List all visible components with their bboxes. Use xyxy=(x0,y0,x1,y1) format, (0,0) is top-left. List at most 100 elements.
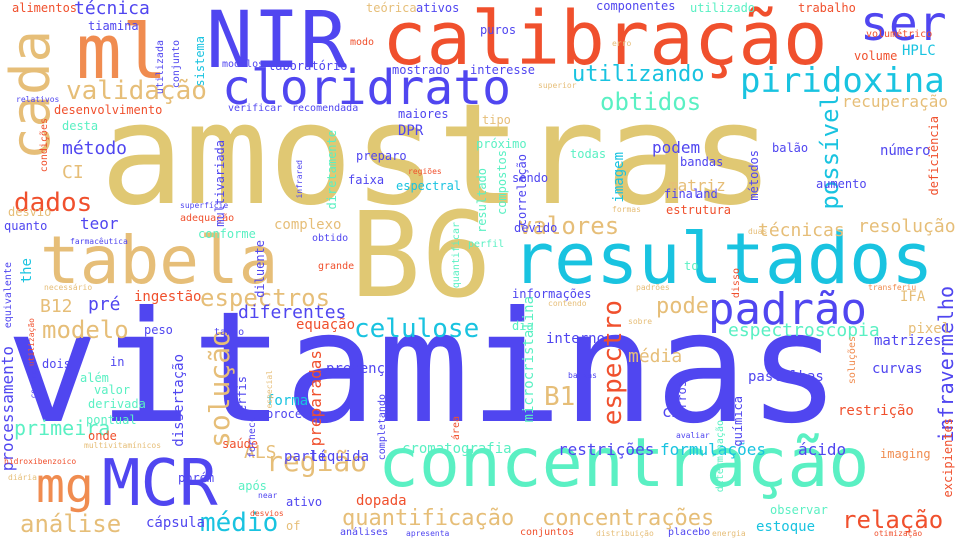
word: completando xyxy=(377,394,388,461)
word: peso xyxy=(144,323,173,337)
word: resolução xyxy=(858,216,956,237)
word: cloridrato xyxy=(222,60,511,116)
word: quantificar xyxy=(451,222,462,289)
word: saúde xyxy=(222,437,259,451)
word: erro xyxy=(612,39,632,48)
word: sendo xyxy=(512,171,549,185)
word: deficiência xyxy=(927,116,941,196)
word: primeira xyxy=(14,416,111,440)
word: formas xyxy=(612,205,641,214)
word: the xyxy=(19,258,35,284)
word: desta xyxy=(62,119,99,133)
word: região xyxy=(266,445,368,478)
word: trabalho xyxy=(798,1,856,15)
word: possível xyxy=(816,94,844,210)
word: condições xyxy=(39,118,50,173)
word: conjuntos xyxy=(520,527,575,538)
word: avaliar xyxy=(676,431,710,440)
word: of xyxy=(286,519,301,533)
word: líquida xyxy=(310,449,370,465)
word: onde xyxy=(88,429,117,443)
word: infrared xyxy=(295,160,304,199)
word: pode xyxy=(656,294,709,319)
word: todas xyxy=(570,147,607,161)
word: restrições xyxy=(558,440,655,459)
word: técnicas xyxy=(758,220,845,241)
word: CI xyxy=(62,162,84,183)
word: solução xyxy=(203,330,236,449)
word: espectroscopia xyxy=(728,320,880,341)
word: cromatografia xyxy=(402,441,512,457)
word: relativos xyxy=(16,95,60,104)
word: adequação xyxy=(180,213,235,224)
word: processo xyxy=(266,407,324,421)
word: ingestão xyxy=(134,289,202,305)
word: B1 xyxy=(544,382,576,412)
word: ativo xyxy=(286,495,323,509)
word: tanto xyxy=(214,327,245,338)
word: excipientes xyxy=(941,418,955,498)
word: correlação xyxy=(515,154,529,227)
word: próximo xyxy=(476,137,527,151)
word: to xyxy=(684,259,699,273)
word: tiamina xyxy=(88,19,139,33)
word: utilizando xyxy=(572,62,705,87)
word: sobre xyxy=(628,317,653,326)
word: parte xyxy=(284,449,327,465)
word: relação xyxy=(842,506,944,534)
word: preparadas xyxy=(306,350,325,447)
word: amostras xyxy=(100,74,775,237)
word: métodos xyxy=(747,150,761,201)
word: modo xyxy=(350,37,375,48)
word: porém xyxy=(178,471,215,485)
word: contendo xyxy=(548,299,587,308)
word: laboratório xyxy=(268,59,348,73)
word: piridoxina xyxy=(740,61,945,101)
word: ácido xyxy=(798,440,847,459)
word: baixas xyxy=(568,371,597,380)
word: restrição xyxy=(838,403,914,419)
word: utilizado xyxy=(690,1,756,15)
word: modelo xyxy=(42,316,129,344)
word: ser xyxy=(860,0,947,52)
word: multivariada xyxy=(213,140,227,227)
word: mg xyxy=(36,458,94,514)
word: diluente xyxy=(253,240,267,298)
word: NIR xyxy=(206,0,347,86)
word: pré xyxy=(88,294,121,315)
word: celulose xyxy=(354,314,480,344)
word: conjunto xyxy=(171,40,182,89)
word: tabela xyxy=(40,222,279,299)
word: devido xyxy=(514,221,558,235)
word: podem xyxy=(652,138,701,157)
word: interesse xyxy=(470,63,536,77)
word: final xyxy=(664,187,701,201)
word: conforme xyxy=(198,227,256,241)
word: teor xyxy=(80,214,119,233)
word: quantificação xyxy=(342,506,515,531)
word: espectral xyxy=(396,179,462,193)
word: ativos xyxy=(416,1,460,15)
word: bandas xyxy=(680,155,724,169)
word: curvas xyxy=(872,361,923,377)
word: valores xyxy=(518,212,620,240)
word: hidroxibenzoico xyxy=(4,457,77,466)
word: dois xyxy=(42,357,71,371)
word: concentração xyxy=(378,424,870,503)
word: placebo xyxy=(668,527,711,538)
word: maiores xyxy=(398,107,449,121)
word: IFA xyxy=(900,289,926,305)
word: análise xyxy=(20,510,122,538)
word: quanto xyxy=(4,219,48,233)
word: determinação xyxy=(715,420,726,493)
word: análises xyxy=(340,527,389,538)
word: erros xyxy=(675,380,689,417)
word: resultados xyxy=(512,218,934,300)
word: forma xyxy=(266,393,309,409)
word: apresenta xyxy=(406,529,450,538)
word: concentrações xyxy=(542,506,715,531)
word: vitaminas xyxy=(6,279,841,458)
word: derivada xyxy=(88,397,146,411)
word: desenvolvimento xyxy=(54,103,163,117)
word: interno xyxy=(546,331,606,347)
